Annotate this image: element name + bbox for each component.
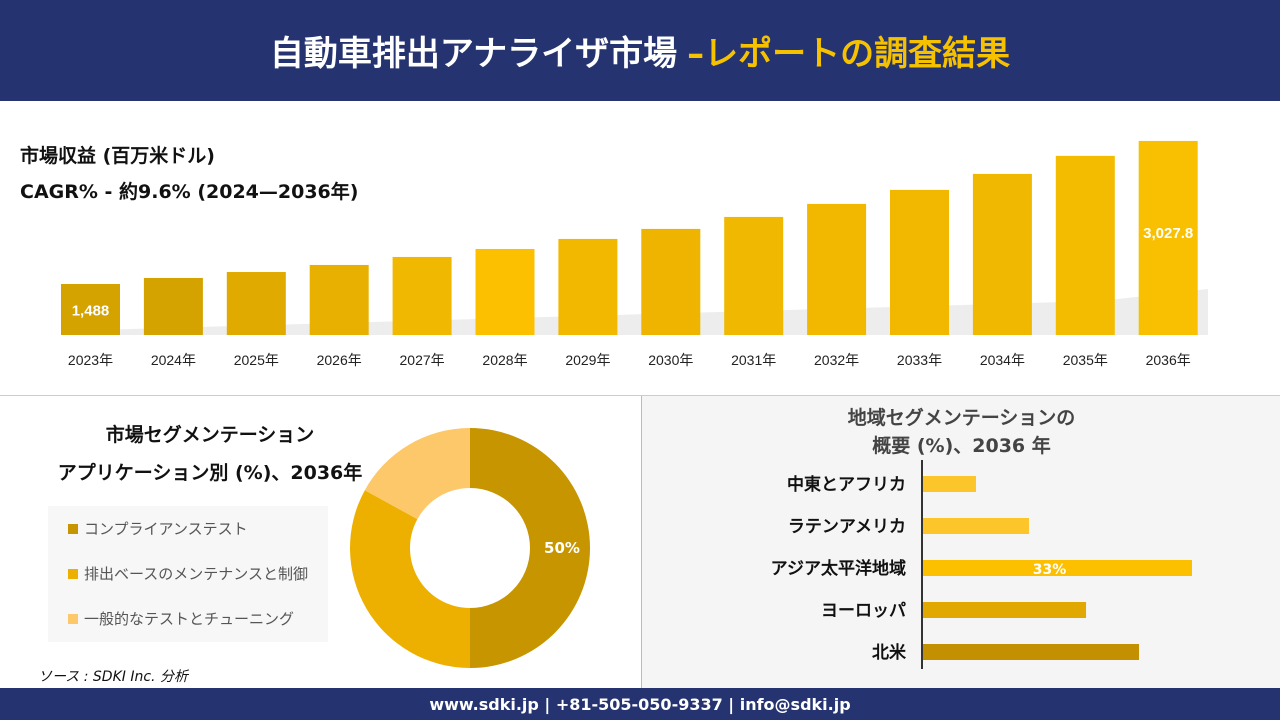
legend-item: コンプライアンステスト [48,506,328,551]
bar-中東とアフリカ [923,476,976,492]
legend-swatch [68,613,78,624]
application-segment-panel: 市場セグメンテーション アプリケーション別 (%)、2036年 コンプライアンス… [0,396,640,688]
bar-アジア太平洋地域 [923,560,1192,576]
title: 自動車排出アナライザ市場 [269,34,678,74]
x-tick-label: 2036年 [1146,352,1191,368]
bar-2032年 [807,203,867,335]
bar-北米 [923,644,1140,660]
data-label: 3,027.8 [1143,225,1193,242]
bar-2026年 [309,264,369,335]
cagr-text: CAGR% - 約9.6% (2024—2036年) [20,181,359,203]
legend-swatch [68,568,78,579]
x-tick-label: 2031年 [731,352,776,368]
legend-label: 一般的なテストとチューニング [84,610,295,628]
footer-contact: www.sdki.jp | +81-505-050-9337 | info@sd… [0,688,1280,720]
chart-title: 市場収益 (百万米ドル) [20,145,215,167]
x-tick-label: 2035年 [1063,352,1108,368]
segment-title: 市場セグメンテーション [105,424,315,446]
bar-2023年 [61,284,120,335]
legend: コンプライアンステスト排出ベースのメンテナンスと制御 一般的なテストとチューニング [48,506,328,642]
x-tick-label: 2024年 [151,352,196,368]
bar-2033年 [890,189,949,335]
bar-2036年 [1138,140,1198,335]
x-tick-label: 2027年 [400,352,445,368]
divider [0,395,1280,396]
data-label: 50% [544,539,580,557]
region-title-line1: 地域セグメンテーションの [847,407,1076,429]
legend-label: コンプライアンステスト [84,520,248,538]
region-title: 地域セグメンテーションの 概要 (%)、2036 年 [642,404,1280,460]
bar-2028年 [475,248,535,335]
x-tick-label: 2030年 [648,352,693,368]
x-tick-label: 2032年 [814,352,859,368]
region-segment-panel: 中東とアフリカ ラテンアメリカアジア太平洋地域 33% ヨーロッパ北米 地域セグメンテ… [641,396,1280,688]
category-label: 北米 [872,642,907,663]
revenue-bar-chart: 2023年 1,488 2024年 2025年 2026年 2027年 2028年 2029年… [61,140,1208,368]
category-label: アジア太平洋地域 [771,558,906,579]
bar-2035年 [1055,155,1115,335]
bar-2027年 [392,256,452,335]
data-label: 33% [1033,562,1067,578]
category-label: ヨーロッパ [821,601,906,621]
bar-2034年 [972,173,1032,335]
region-title-line2: 概要 (%)、2036 年 [872,435,1051,457]
legend-label: 排出ベースのメンテナンスと制御 [84,565,308,583]
bar-ラテンアメリカ [923,518,1029,534]
source-note: ソース : SDKI Inc. 分析 [38,669,188,685]
donut-slice-2 [364,428,470,520]
category-label: 中東とアフリカ [787,474,906,495]
bar-2024年 [143,277,203,335]
x-tick-label: 2033年 [897,352,942,368]
x-tick-label: 2029年 [565,352,610,368]
bar-2031年 [724,216,784,335]
application-donut-chart: 50% [350,428,590,668]
data-label: 1,488 [72,303,110,320]
x-tick-label: 2025年 [234,352,279,368]
header: 自動車排出アナライザ市場 –レポートの調査結果 [0,0,1280,101]
legend-swatch [68,523,78,534]
legend-item: 排出ベースのメンテナンスと制御 [48,551,328,596]
x-tick-label: 2026年 [317,352,362,368]
x-tick-label: 2034年 [980,352,1025,368]
title-accent: –レポートの調査結果 [687,34,1011,74]
revenue-chart-header: 市場収益 (百万米ドル) CAGR% - 約9.6% (2024—2036年) [20,138,358,210]
x-tick-label: 2023年 [68,352,113,368]
bar-2025年 [226,272,286,335]
legend-item: 一般的なテストとチューニング [48,596,328,641]
x-tick-label: 2028年 [482,352,527,368]
segment-subtitle: アプリケーション別 (%)、2036年 [57,462,363,484]
donut-slice-1 [350,490,470,668]
category-label: ラテンアメリカ [788,517,906,537]
bar-2029年 [558,238,618,335]
bar-2030年 [641,228,701,335]
donut-slice-0 [470,428,590,668]
bar-ヨーロッパ [923,602,1087,618]
